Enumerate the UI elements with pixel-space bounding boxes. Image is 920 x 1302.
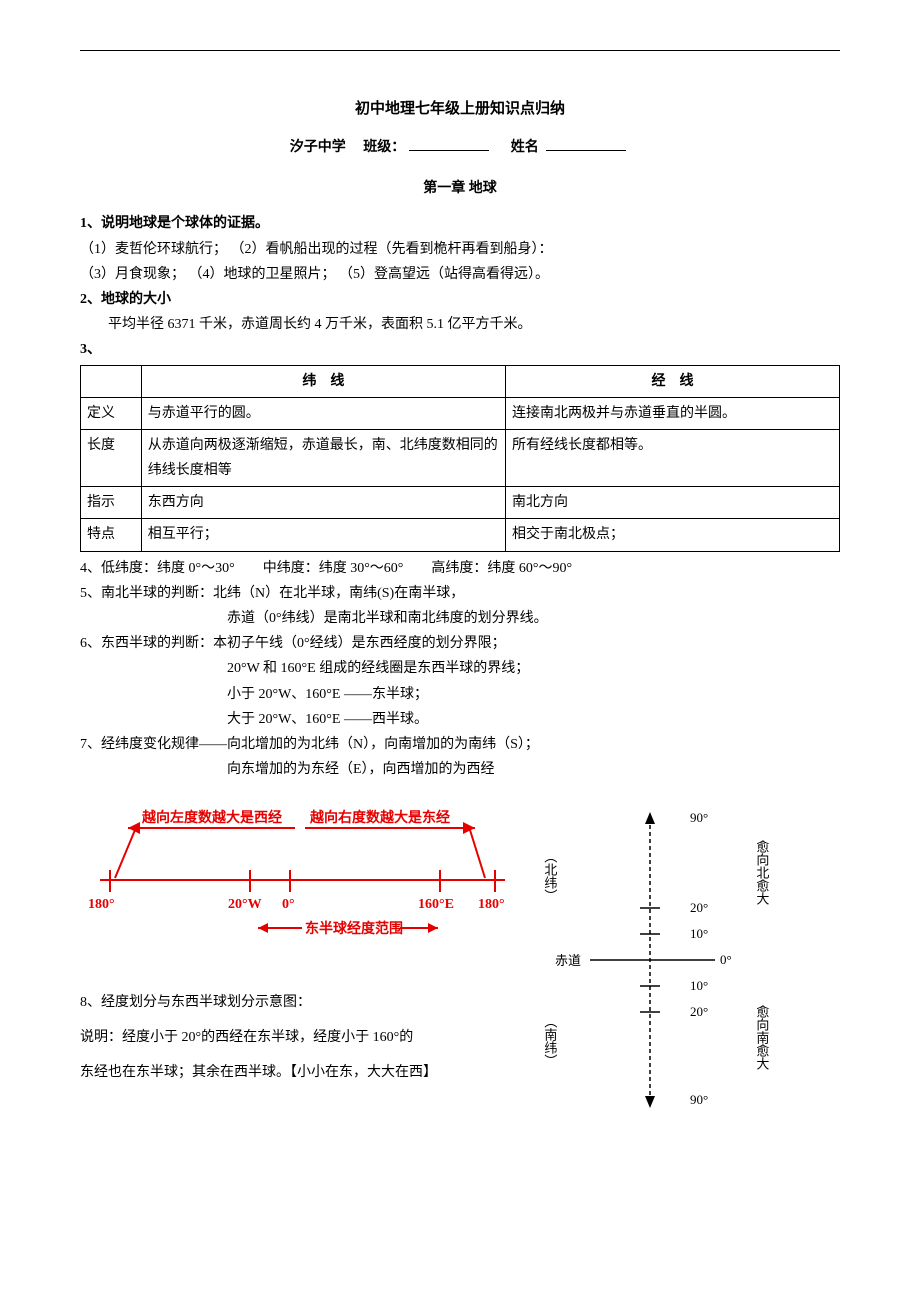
section-8-l1: 8、经度划分与东西半球划分示意图： [80, 990, 520, 1015]
lbl-90-top: 90° [690, 810, 708, 825]
col-longitude: 经 线 [506, 365, 840, 397]
latitude-svg: 90° 90° 20° 10° 0° 10° 20° 赤道 [520, 800, 820, 1120]
cell: 相交于南北极点； [506, 519, 840, 551]
lbl-90-bot: 90° [690, 1092, 708, 1107]
chapter-title: 第一章 地球 [80, 176, 840, 201]
section-1-item-1: （1）麦哲伦环球航行； （2）看帆船出现的过程（先看到桅杆再看到船身）： [80, 237, 840, 262]
section-2-text: 平均半径 6371 千米，赤道周长约 4 万千米，表面积 5.1 亿平方千米。 [80, 312, 840, 337]
latitude-diagram: 90° 90° 20° 10° 0° 10° 20° 赤道 （北纬） （南纬） … [520, 800, 840, 1120]
lbl-north-inc: 愈向北愈大 [750, 840, 773, 905]
section-2-head: 2、地球的大小 [80, 287, 840, 312]
class-blank [409, 150, 489, 151]
lbl-range: 东半球经度范围 [305, 920, 403, 937]
lbl-equator: 赤道 [555, 953, 581, 968]
doc-title: 初中地理七年级上册知识点归纳 [80, 96, 840, 123]
name-label: 姓名 [511, 140, 539, 155]
lbl-10d: 10° [690, 978, 708, 993]
table-row: 定义 与赤道平行的圆。 连接南北两极并与赤道垂直的半圆。 [81, 397, 840, 429]
longitude-diagram: 越向左度数越大是西经 越向右度数越大是东经 180° 20°W 0° 160°E… [80, 800, 520, 1085]
section-3-head: 3、 [80, 337, 840, 362]
cell: 相互平行； [141, 519, 505, 551]
cell: 所有经线长度都相等。 [506, 429, 840, 486]
lbl-180r: 180° [478, 897, 505, 912]
longitude-svg: 越向左度数越大是西经 越向右度数越大是东经 180° 20°W 0° 160°E… [80, 800, 520, 970]
lbl-north: （北纬） [538, 850, 561, 902]
name-blank [546, 150, 626, 151]
cell: 与赤道平行的圆。 [141, 397, 505, 429]
row-head: 指示 [81, 487, 142, 519]
lbl-20d: 20° [690, 1004, 708, 1019]
section-7-l1: 7、经纬度变化规律——向北增加的为北纬（N），向南增加的为南纬（S）； [80, 732, 840, 757]
section-5-l1: 5、南北半球的判断：北纬（N）在北半球，南纬(S)在南半球， [80, 581, 840, 606]
school-name: 汐子中学 [290, 140, 346, 155]
row-head: 长度 [81, 429, 142, 486]
section-4: 4、低纬度：纬度 0°～30° 中纬度：纬度 30°～60° 高纬度：纬度 60… [80, 556, 840, 581]
section-6-l4: 大于 20°W、160°E ——西半球。 [80, 707, 840, 732]
section-1-head: 1、说明地球是个球体的证据。 [80, 211, 840, 236]
cell: 从赤道向两极逐渐缩短，赤道最长，南、北纬度数相同的纬线长度相等 [141, 429, 505, 486]
table-row: 指示 东西方向 南北方向 [81, 487, 840, 519]
col-latitude: 纬 线 [141, 365, 505, 397]
section-6-l1: 6、东西半球的判断：本初子午线（0°经线）是东西经度的划分界限； [80, 631, 840, 656]
lbl-0: 0° [720, 952, 732, 967]
section-8-l2: 说明：经度小于 20°的西经在东半球，经度小于 160°的 [80, 1025, 520, 1050]
section-6-l3: 小于 20°W、160°E ——东半球； [80, 682, 840, 707]
lbl-160e: 160°E [418, 897, 454, 912]
lbl-180l: 180° [88, 897, 115, 912]
subtitle-row: 汐子中学 班级： 姓名 [80, 135, 840, 160]
row-head: 定义 [81, 397, 142, 429]
section-5-l2: 赤道（0°纬线）是南北半球和南北纬度的划分界线。 [80, 606, 840, 631]
section-1-item-2: （3）月食现象； （4）地球的卫星照片； （5）登高望远（站得高看得远）。 [80, 262, 840, 287]
lbl-top-left: 越向左度数越大是西经 [141, 809, 282, 826]
section-6-l2: 20°W 和 160°E 组成的经线圈是东西半球的界线； [80, 656, 840, 681]
lbl-south: （南纬） [538, 1015, 561, 1067]
cell: 连接南北两极并与赤道垂直的半圆。 [506, 397, 840, 429]
lbl-south-inc: 愈向南愈大 [750, 1005, 773, 1070]
lbl-10u: 10° [690, 926, 708, 941]
section-7-l2: 向东增加的为东经（E），向西增加的为西经 [80, 757, 840, 782]
row-head: 特点 [81, 519, 142, 551]
lbl-20u: 20° [690, 900, 708, 915]
table-header-row: 纬 线 经 线 [81, 365, 840, 397]
table-row: 长度 从赤道向两极逐渐缩短，赤道最长，南、北纬度数相同的纬线长度相等 所有经线长… [81, 429, 840, 486]
lbl-top-right: 越向右度数越大是东经 [309, 809, 450, 826]
table-row: 特点 相互平行； 相交于南北极点； [81, 519, 840, 551]
compare-table: 纬 线 经 线 定义 与赤道平行的圆。 连接南北两极并与赤道垂直的半圆。 长度 … [80, 365, 840, 552]
top-rule [80, 50, 840, 51]
class-label: 班级： [363, 140, 405, 155]
lbl-0: 0° [282, 897, 295, 912]
cell: 东西方向 [141, 487, 505, 519]
section-8-l3: 东经也在东半球；其余在西半球。【小小在东，大大在西】 [80, 1060, 520, 1085]
lbl-20w: 20°W [228, 897, 262, 912]
cell: 南北方向 [506, 487, 840, 519]
